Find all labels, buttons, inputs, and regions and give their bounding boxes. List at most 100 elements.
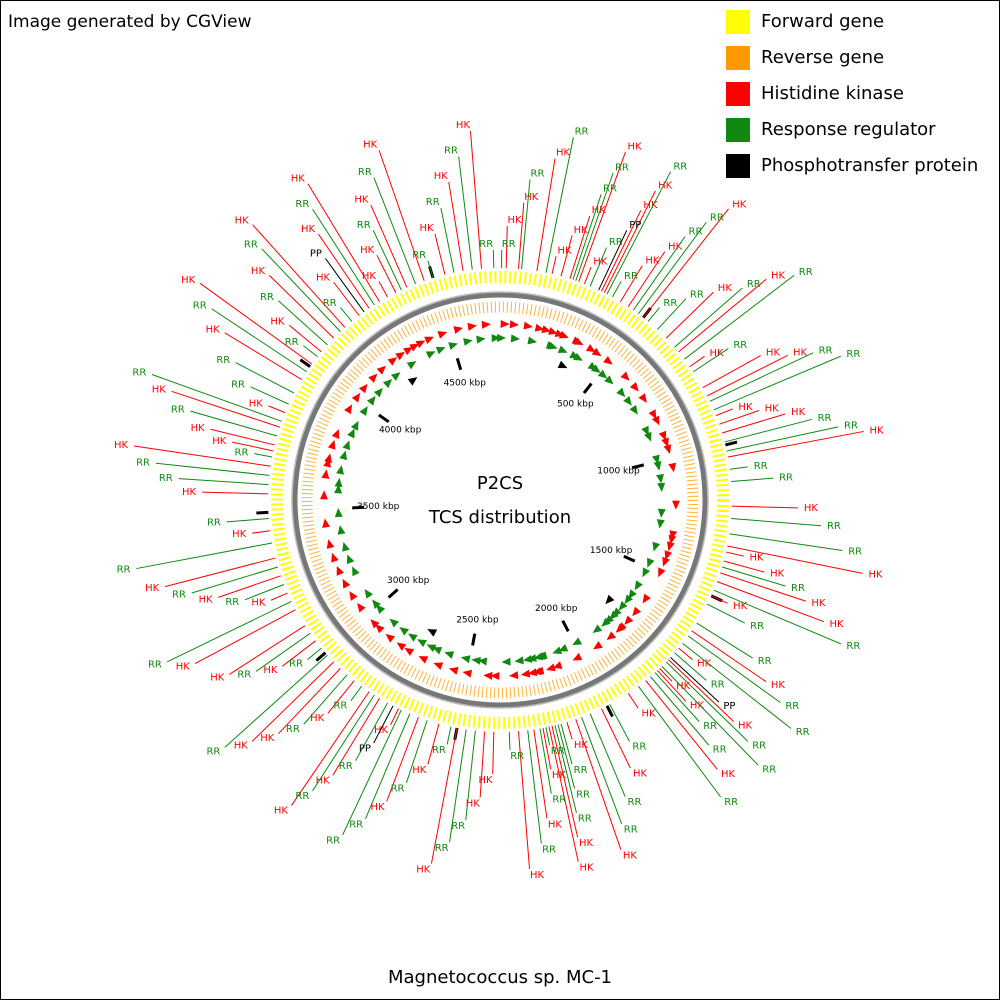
feature-leader <box>711 595 728 604</box>
feature-label: RR <box>578 814 592 825</box>
center-subtitle: TCS distribution <box>428 507 571 528</box>
feature-leader <box>637 685 722 798</box>
feature-label: RR <box>624 271 638 282</box>
feature-leader <box>731 505 798 509</box>
feature-leader <box>726 426 839 452</box>
feature-marker <box>373 387 383 398</box>
feature-leader <box>449 729 467 843</box>
feature-marker <box>652 541 661 552</box>
feature-marker <box>651 415 660 426</box>
feature-marker <box>481 320 491 329</box>
feature-leader <box>332 698 380 776</box>
feature-leader <box>572 194 602 280</box>
feature-leader <box>254 453 273 458</box>
outer-tick <box>725 440 738 447</box>
feature-label: HK <box>811 598 826 609</box>
feature-leader <box>674 287 743 348</box>
feature-marker <box>653 461 662 471</box>
feature-leader <box>155 462 270 476</box>
feature-marker <box>522 654 533 663</box>
feature-label: RR <box>848 546 862 557</box>
feature-label: RR <box>552 794 566 805</box>
feature-leader <box>303 674 348 725</box>
feature-label: HK <box>249 399 264 410</box>
feature-label: RR <box>690 289 704 300</box>
feature-marker <box>573 337 584 346</box>
feature-leader <box>578 151 626 282</box>
feature-label: RR <box>216 355 230 366</box>
feature-label: RR <box>819 345 833 356</box>
feature-marker <box>658 567 666 578</box>
feature-leader <box>252 224 346 328</box>
feature-marker <box>376 604 386 614</box>
legend-swatch <box>726 10 750 34</box>
feature-label: HK <box>552 770 567 781</box>
feature-label: HK <box>374 725 389 736</box>
feature-leader <box>606 171 672 295</box>
feature-leader <box>650 676 710 746</box>
feature-leader <box>370 204 408 288</box>
feature-leader <box>721 413 786 434</box>
feature-label: RR <box>575 126 589 137</box>
feature-label: HK <box>791 407 806 418</box>
feature-label: HK <box>738 402 753 413</box>
feature-marker <box>634 580 643 591</box>
feature-leader <box>458 156 473 270</box>
feature-leader <box>232 441 274 452</box>
inner-tick <box>623 554 636 563</box>
outer-tick <box>256 510 269 515</box>
feature-leader <box>211 308 307 373</box>
feature-label: HK <box>478 775 493 786</box>
feature-marker <box>557 345 568 353</box>
feature-label: RR <box>689 227 703 238</box>
feature-leader <box>390 708 399 726</box>
center-title: P2CS <box>477 473 523 494</box>
tick-label: 2500 kbp <box>456 615 499 625</box>
feature-marker <box>424 336 434 345</box>
feature-marker <box>395 351 405 361</box>
feature-leader <box>199 282 313 365</box>
feature-label: RR <box>603 184 617 195</box>
feature-label: HK <box>412 765 427 776</box>
feature-leader <box>575 172 614 281</box>
feature-label: HK <box>765 404 780 415</box>
feature-label: HK <box>709 348 724 359</box>
feature-label: HK <box>668 242 683 253</box>
feature-leader <box>627 693 639 709</box>
feature-label: RR <box>754 461 768 472</box>
feature-leader <box>268 275 335 339</box>
feature-label: RR <box>237 670 251 681</box>
feature-label: HK <box>210 673 225 684</box>
feature-marker <box>331 552 339 563</box>
tick-label: 1500 kbp <box>590 546 633 556</box>
feature-leader <box>551 725 579 838</box>
feature-marker <box>467 322 477 331</box>
feature-leader <box>250 386 289 405</box>
feature-label: HK <box>419 223 434 234</box>
feature-marker <box>552 661 563 669</box>
feature-leader <box>355 702 389 761</box>
feature-marker <box>375 624 385 634</box>
feature-marker <box>656 519 665 529</box>
feature-marker <box>336 465 344 475</box>
feature-label: HK <box>548 819 563 830</box>
feature-marker <box>644 431 652 442</box>
feature-marker <box>558 330 569 339</box>
feature-marker <box>593 641 603 650</box>
feature-marker <box>339 450 348 461</box>
feature-marker <box>629 404 638 415</box>
feature-marker <box>605 594 615 605</box>
feature-marker <box>523 321 533 330</box>
legend-label: Forward gene <box>761 11 884 32</box>
feature-marker <box>656 474 665 484</box>
feature-marker <box>573 352 583 361</box>
feature-marker <box>359 406 368 416</box>
feature-leader <box>560 235 573 277</box>
feature-label: HK <box>263 665 278 676</box>
feature-leader <box>318 233 370 309</box>
feature-label: RR <box>711 679 725 690</box>
feature-leader <box>581 716 623 825</box>
feature-label: RR <box>531 168 545 179</box>
